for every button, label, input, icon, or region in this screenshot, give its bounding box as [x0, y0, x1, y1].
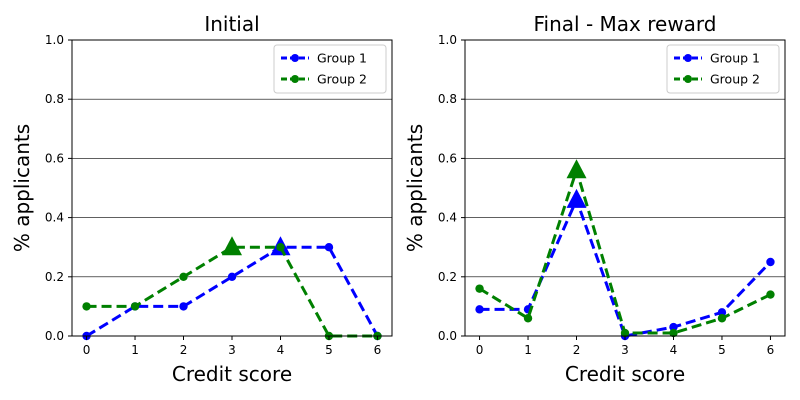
- y-tick-label: 0.8: [438, 92, 457, 106]
- y-tick-label: 0.4: [438, 211, 457, 225]
- data-point-group-1: [717, 308, 727, 317]
- legend-label-group-1: Group 1: [317, 51, 367, 66]
- data-point-group-2: [669, 328, 678, 338]
- mean-marker-group-2: [566, 159, 587, 179]
- x-tick-label: 2: [573, 343, 581, 357]
- data-point-group-2: [82, 302, 91, 311]
- legend: Group 1 Group 2: [666, 44, 780, 94]
- legend: Group 1 Group 2: [273, 44, 387, 94]
- y-tick-label: 0.6: [438, 151, 457, 165]
- y-tick-label: 0.8: [45, 92, 64, 106]
- y-tick-label: 0.2: [438, 270, 457, 284]
- y-tick-label: 0.4: [45, 211, 64, 225]
- data-point-group-2: [620, 328, 630, 338]
- x-axis-label: Credit score: [565, 362, 685, 386]
- x-tick-label: 2: [180, 343, 188, 357]
- data-point-group-1: [179, 302, 188, 311]
- panel-final-max-reward: 0 1 2 3 4 5 6 0.0 0.2 0.4 0.6 0.8 1.0 Final - Max r…: [403, 12, 786, 386]
- x-tick-label: 5: [325, 343, 333, 357]
- data-point-group-2: [523, 314, 533, 323]
- y-tick-label: 0.0: [45, 329, 64, 343]
- data-point-group-2: [766, 290, 775, 299]
- y-axis-label: % applicants: [10, 124, 34, 252]
- data-point-group-2: [276, 243, 285, 252]
- x-tick-label: 6: [374, 343, 382, 357]
- chart-title: Initial: [204, 12, 259, 36]
- legend-label-group-2: Group 2: [710, 72, 760, 87]
- mean-marker-group-2: [222, 236, 242, 256]
- x-tick-label: 0: [476, 343, 484, 357]
- y-tick-label: 0.0: [438, 329, 457, 343]
- y-tick-label: 0.6: [45, 151, 64, 165]
- x-tick-label: 1: [131, 343, 139, 357]
- data-point-group-2: [475, 284, 484, 293]
- x-axis-label: Credit score: [172, 362, 292, 386]
- legend-label-group-2: Group 2: [317, 72, 367, 87]
- data-point-group-1: [766, 257, 775, 267]
- panel-initial: 0 1 2 3 4 5 6 0.0 0.2 0.4 0.6 0.8 1.0 Initial Credi…: [10, 12, 393, 386]
- chart-title: Final - Max reward: [534, 12, 717, 36]
- data-point-group-1: [324, 243, 334, 252]
- x-tick-label: 3: [228, 343, 236, 357]
- x-tick-label: 6: [767, 343, 775, 357]
- x-tick-label: 5: [718, 343, 726, 357]
- y-tick-label: 1.0: [438, 33, 457, 47]
- legend-label-group-1: Group 1: [710, 51, 760, 66]
- x-tick-label: 1: [524, 343, 532, 357]
- data-point-group-2: [130, 302, 140, 311]
- x-tick-label: 3: [621, 343, 629, 357]
- data-point-group-1: [227, 272, 237, 281]
- mean-marker-group-1: [566, 188, 587, 208]
- x-tick-label: 4: [277, 343, 285, 357]
- y-tick-label: 0.2: [45, 270, 64, 284]
- y-tick-label: 1.0: [45, 33, 64, 47]
- data-point-group-1: [475, 305, 484, 314]
- x-tick-label: 4: [670, 343, 678, 357]
- data-point-group-2: [179, 272, 188, 281]
- y-axis-label: % applicants: [403, 124, 427, 252]
- data-point-group-2: [717, 314, 727, 323]
- data-point-group-1: [669, 322, 678, 332]
- x-tick-label: 0: [83, 343, 91, 357]
